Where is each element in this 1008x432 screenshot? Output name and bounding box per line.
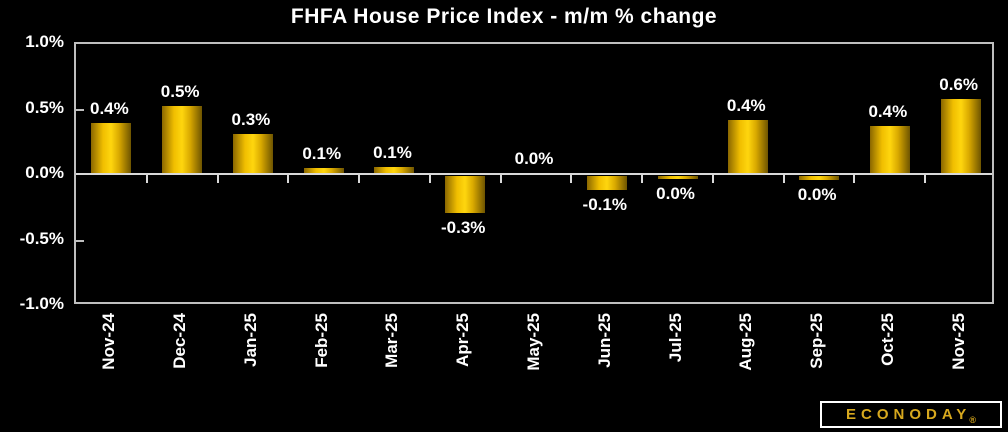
bar-Jul-25 (657, 176, 698, 180)
bar-value-label: 0.4% (90, 98, 129, 118)
x-axis-tick (711, 175, 714, 183)
econoday-logo-text: ECONODAY (846, 406, 972, 423)
y-axis-label: -1.0% (19, 294, 64, 313)
x-axis-label-Jul-25: Jul-25 (665, 313, 685, 363)
bar-Nov-25 (940, 99, 981, 175)
plot-area (74, 42, 994, 304)
bar-value-label: 0.4% (726, 95, 766, 115)
bar-Sep-25 (799, 176, 840, 180)
x-axis-label-Aug-25: Aug-25 (736, 313, 756, 371)
x-axis-tick (853, 175, 856, 183)
bar-value-label: 0.1% (302, 144, 342, 164)
zero-axis-line (76, 173, 992, 175)
registered-trademark-icon: ® (969, 415, 976, 426)
chart-title: FHFA House Price Index - m/m % change (290, 5, 718, 28)
bar-Mar-25 (374, 167, 415, 175)
x-axis-tick (358, 175, 361, 183)
x-axis-tick (428, 175, 431, 183)
bar-value-label: 0.0% (797, 184, 837, 204)
bar-Nov-24 (91, 122, 132, 175)
x-axis-label-Feb-25: Feb-25 (311, 313, 331, 368)
x-axis-label-May-25: May-25 (524, 313, 543, 371)
x-axis-tick (641, 175, 644, 183)
x-axis-label-Nov-25: Nov-25 (948, 313, 968, 370)
bar-Apr-25 (445, 176, 486, 213)
y-axis-tick (76, 239, 84, 242)
bar-value-label: 0.5% (160, 81, 200, 101)
y-axis-label: 1.0% (25, 32, 64, 51)
bar-Dec-24 (162, 105, 203, 175)
econoday-logo: ECONODAY ® (820, 401, 1002, 428)
y-axis-label: 0.5% (25, 97, 64, 117)
x-axis-label-Jun-25: Jun-25 (594, 313, 614, 368)
x-axis-label-Oct-25: Oct-25 (877, 313, 897, 366)
bar-value-label: 0.4% (868, 101, 908, 121)
bar-Oct-25 (869, 125, 910, 175)
x-axis-label-Dec-24: Dec-24 (170, 313, 190, 369)
bar-value-label: 0.0% (656, 184, 695, 204)
x-axis-label-Apr-25: Apr-25 (453, 313, 473, 367)
x-axis-tick (145, 175, 148, 183)
x-axis-tick (782, 175, 785, 183)
x-axis-tick (570, 175, 573, 183)
x-axis-tick (287, 175, 290, 183)
x-axis-tick (924, 175, 927, 183)
y-axis-label: -0.5% (19, 228, 64, 248)
y-axis-label: 0.0% (25, 163, 64, 182)
bar-value-label: 0.6% (939, 75, 978, 95)
y-axis-tick (76, 108, 84, 111)
x-axis-label-Sep-25: Sep-25 (807, 313, 827, 369)
bar-Jun-25 (586, 176, 627, 190)
bar-Feb-25 (303, 168, 344, 175)
x-axis-label-Nov-24: Nov-24 (99, 313, 119, 370)
x-axis-label-Jan-25: Jan-25 (240, 313, 260, 367)
x-axis-label-Mar-25: Mar-25 (382, 313, 402, 368)
bar-value-label: 0.1% (373, 143, 412, 163)
bar-value-label: 0.0% (514, 149, 554, 168)
x-axis-tick (499, 175, 502, 183)
bar-Jan-25 (232, 134, 273, 175)
bar-Aug-25 (728, 119, 769, 175)
bar-value-label: -0.1% (582, 194, 627, 214)
bar-value-label: 0.3% (231, 110, 271, 130)
bar-value-label: -0.3% (441, 217, 486, 237)
x-axis-tick (216, 175, 219, 183)
